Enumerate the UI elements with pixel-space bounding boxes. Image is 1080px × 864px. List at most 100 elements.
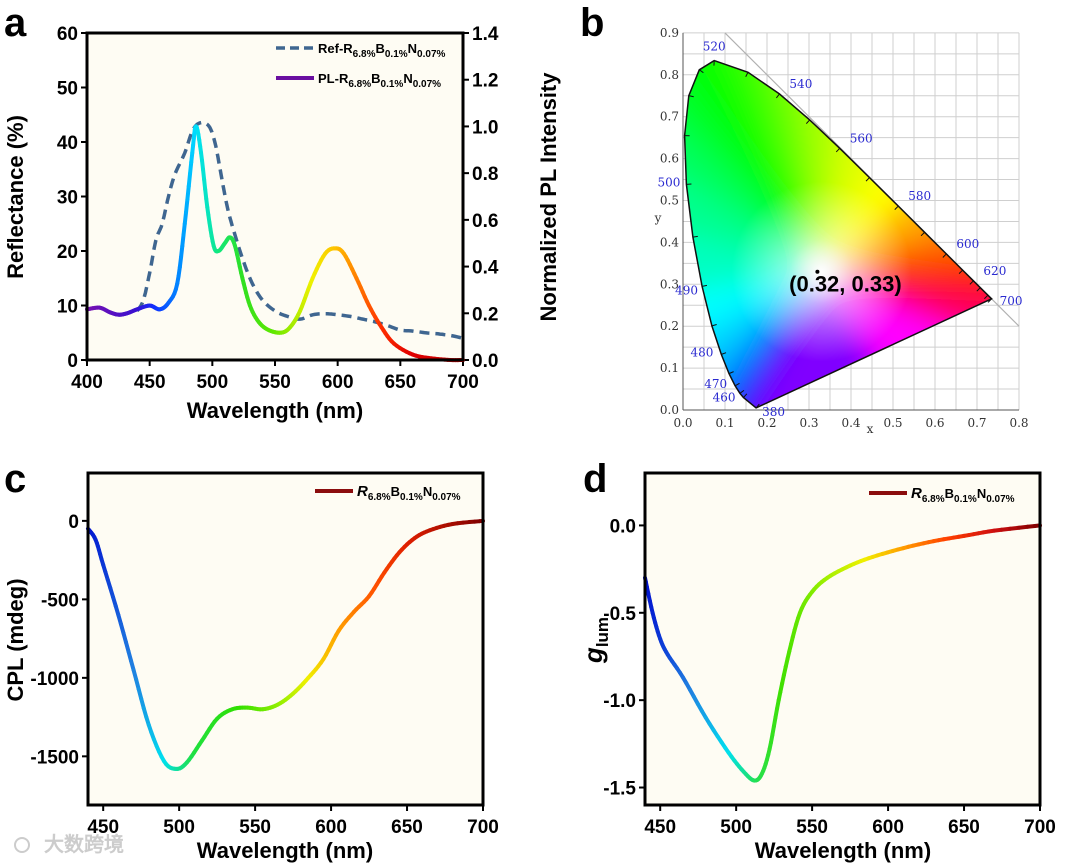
wavelength-label: 700 (1000, 294, 1023, 308)
y-tick-label: -0.5 (603, 604, 636, 625)
chromaticity-point (815, 269, 820, 274)
wavelength-tick (755, 403, 760, 409)
wavelength-label: 580 (908, 189, 931, 203)
legend-label: R6.8%B0.1%N0.07% (357, 483, 461, 503)
x-tick-label: 0.5 (883, 416, 902, 430)
plot-area (88, 473, 483, 805)
y-axis-title: y (654, 211, 662, 225)
x-tick-label: 650 (948, 817, 980, 838)
y-axis-title: CPL (mdeg) (3, 578, 28, 701)
x-tick-label: 0.3 (799, 416, 818, 430)
wavelength-tick (865, 177, 870, 182)
y2-tick-label: 0.6 (472, 211, 498, 232)
pl-line-segment (184, 197, 190, 215)
pl-line-segment (185, 184, 191, 202)
x-tick-label: 0.1 (715, 416, 734, 430)
chromaticity-coordinate-label: (0.32, 0.33) (789, 272, 902, 297)
wavelength-tick (976, 287, 981, 292)
wavelength-tick (701, 284, 708, 287)
y-tick-label: 0.6 (660, 152, 679, 166)
y-tick-label: 30 (57, 188, 78, 209)
legend-label: Ref-R6.8%B0.1%N0.07% (318, 41, 446, 60)
y-tick-label: 50 (57, 79, 78, 100)
y-tick-label: 0.7 (660, 110, 679, 124)
x-tick-label: 500 (196, 372, 228, 393)
y2-tick-label: 0.8 (472, 164, 498, 185)
plot-frame (85, 31, 465, 362)
wavelength-label: 540 (789, 77, 812, 91)
wavelength-tick (692, 235, 698, 238)
watermark: 大数跨境 (44, 832, 124, 856)
wavelength-tick (920, 231, 925, 237)
x-tick-label: 700 (447, 372, 479, 393)
pl-line-segment (186, 171, 193, 189)
x-tick-label: 700 (467, 817, 499, 838)
panel-a-reflectance-pl: Wavelength (nm) Reflectance (%) Normaliz… (3, 24, 561, 423)
wavelength-label: 380 (762, 405, 785, 419)
y-tick-label: 0.2 (660, 319, 679, 333)
wavelength-tick (743, 393, 748, 398)
x-tick-label: 550 (796, 817, 828, 838)
x-tick-label: 0.2 (757, 416, 776, 430)
wavelength-tick (721, 352, 727, 355)
wavelength-label: 500 (658, 175, 681, 189)
x-tick-label: 600 (315, 817, 347, 838)
plot-frame (643, 471, 1042, 807)
x-tick-label: 650 (384, 372, 416, 393)
x-tick-label: 650 (391, 817, 423, 838)
panel-c-cpl: Wavelength (nm) CPL (mdeg) 450 500 550 600 6… (3, 471, 499, 863)
y-tick-label: -1.5 (603, 779, 636, 800)
legend-label: PL-R6.8%B0.1%N0.07% (318, 71, 441, 90)
wavelength-tick (739, 389, 745, 394)
y-tick-label: 0.3 (660, 277, 679, 291)
wavelength-tick (805, 119, 811, 124)
x-tick-label: 450 (87, 817, 119, 838)
wavelength-tick (734, 382, 740, 387)
wavelength-label: 490 (675, 283, 698, 297)
wavelength-tick (711, 324, 717, 327)
watermark-logo-icon (14, 837, 30, 853)
x-tick-label: 700 (1024, 817, 1056, 838)
y-axis-title: Reflectance (%) (3, 115, 28, 279)
panel-label-d: d (583, 457, 607, 501)
x-axis-title: x (867, 422, 874, 436)
y-tick-label: 0.0 (660, 403, 679, 417)
y-tick-label: -1500 (30, 747, 79, 768)
x-tick-label: 0.4 (841, 416, 860, 430)
y-tick-label: -1000 (30, 669, 79, 690)
y-tick-label: -500 (41, 590, 79, 611)
ref-reflectance-line (135, 120, 464, 340)
wavelength-tick (835, 147, 841, 153)
y-tick-label: 0.5 (660, 194, 679, 208)
x-tick-label: 0.7 (967, 416, 986, 430)
x-tick-label: 500 (163, 817, 195, 838)
wavelength-tick (958, 269, 963, 274)
wavelength-label: 460 (713, 391, 736, 405)
wavelength-label: 600 (956, 237, 979, 251)
wavelength-label: 520 (703, 40, 726, 54)
y-tick-label: 0.4 (660, 235, 679, 249)
panel-d-glum: Wavelength (nm) glum 450 500 550 600 650 700 0… (578, 471, 1056, 863)
x-tick-label: 0.6 (925, 416, 944, 430)
wavelength-label: 620 (983, 264, 1006, 278)
x-tick-label: 600 (872, 817, 904, 838)
x-tick-label: 550 (259, 372, 291, 393)
y-tick-label: 60 (57, 24, 78, 45)
y-axis-title: glum (578, 617, 612, 664)
wavelength-tick (969, 280, 974, 285)
x-tick-label: 450 (134, 372, 166, 393)
white-point-glow (731, 181, 912, 362)
y-tick-label: -1.0 (603, 691, 636, 712)
wavelength-tick (775, 93, 780, 99)
y-axis-title-main: g (578, 647, 608, 664)
y2-tick-label: 1.2 (472, 71, 498, 92)
wavelength-tick (894, 205, 899, 211)
panel-label-a: a (4, 1, 27, 45)
y2-tick-label: 0.2 (472, 304, 498, 325)
x-axis-title: Wavelength (nm) (197, 838, 373, 863)
y-tick-label: 0 (67, 351, 78, 372)
wavelength-label: 560 (850, 131, 873, 145)
y-tick-label: 20 (57, 242, 78, 263)
x-tick-label: 0.8 (1009, 416, 1028, 430)
y-tick-label: 0.1 (660, 361, 679, 375)
